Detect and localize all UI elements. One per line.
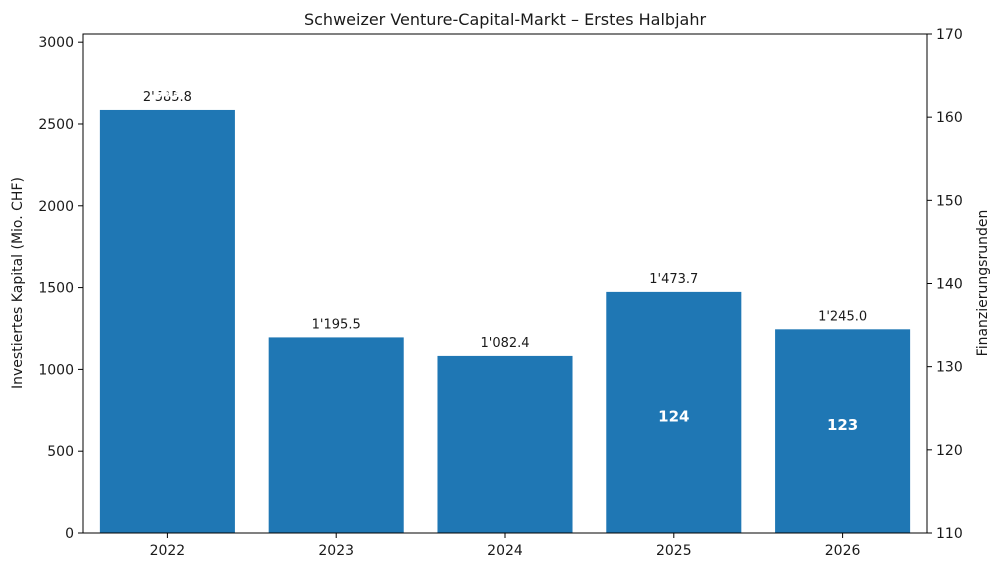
value-label-2026: 1'245.0 <box>818 309 867 324</box>
rounds-label-2023: 154 <box>321 158 352 176</box>
y-axis-ticks: 0 500 1000 1500 2000 2500 3000 <box>38 35 83 542</box>
bar-2024 <box>437 355 573 533</box>
y-tick-label-3000: 3000 <box>38 35 74 51</box>
rounds-label-2024: 138 <box>489 291 520 309</box>
y-axis-label: Investiertes Kapital (Mio. CHF) <box>10 177 26 389</box>
y2-axis-label: Finanzierungsrunden <box>975 210 991 357</box>
x-tick-label-2026: 2026 <box>825 543 861 559</box>
bar-2023 <box>268 337 404 533</box>
rounds-label-2026: 123 <box>827 416 858 434</box>
y2-axis-ticks: 110 120 130 140 150 160 170 <box>927 27 963 542</box>
y-tick-label-1000: 1000 <box>38 362 74 378</box>
y-tick-label-0: 0 <box>65 526 74 542</box>
value-label-2023: 1'195.5 <box>312 317 361 332</box>
bar-2022 <box>99 109 235 533</box>
x-tick-label-2025: 2025 <box>656 543 692 559</box>
bar-2026 <box>775 329 911 533</box>
value-label-2024: 1'082.4 <box>480 336 529 351</box>
x-tick-label-2022: 2022 <box>150 543 186 559</box>
value-label-2025: 1'473.7 <box>649 272 698 287</box>
y2-tick-label-160: 160 <box>936 110 963 126</box>
y-tick-label-1500: 1500 <box>38 281 74 297</box>
x-tick-label-2023: 2023 <box>318 543 354 559</box>
chart-title: Schweizer Venture-Capital-Markt – Erstes… <box>304 10 706 29</box>
rounds-label-2022: 163 <box>152 83 183 101</box>
rounds-label-2025: 124 <box>658 408 689 426</box>
y-tick-label-2000: 2000 <box>38 199 74 215</box>
bars-group <box>99 109 911 533</box>
y-tick-label-2500: 2500 <box>38 117 74 133</box>
x-tick-label-2024: 2024 <box>487 543 523 559</box>
bar-2025 <box>606 291 742 533</box>
y2-tick-label-110: 110 <box>936 526 963 542</box>
y2-tick-label-150: 150 <box>936 193 963 209</box>
y2-tick-label-140: 140 <box>936 277 963 293</box>
value-label-2022: 2'585.8 <box>143 90 192 105</box>
y2-tick-label-130: 130 <box>936 360 963 376</box>
y2-tick-label-120: 120 <box>936 443 963 459</box>
y2-tick-label-170: 170 <box>936 27 963 43</box>
x-axis-ticks: 2022 2023 2024 2025 2026 <box>150 533 861 559</box>
y-tick-label-500: 500 <box>47 444 74 460</box>
